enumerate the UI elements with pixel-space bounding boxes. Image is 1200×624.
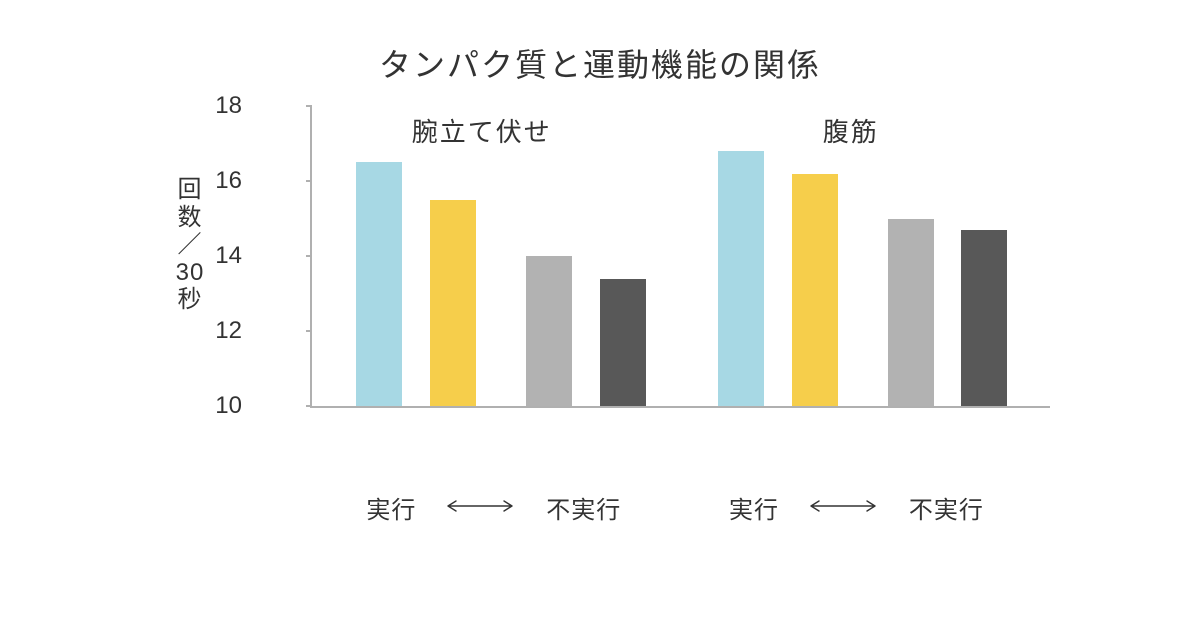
y-tick-mark	[306, 330, 312, 332]
x-axis-labels: 実行 不実行 実行 不実行	[310, 490, 1050, 530]
bar	[430, 200, 476, 406]
bars-layer	[312, 106, 1050, 406]
y-axis-label-char: 数	[175, 204, 205, 232]
x-axis-label-right: 不実行	[546, 490, 621, 525]
bar	[961, 230, 1007, 406]
y-tick-mark	[306, 105, 312, 107]
bar	[526, 256, 572, 406]
y-tick-mark	[306, 255, 312, 257]
y-tick-label: 18	[192, 92, 242, 120]
bar	[356, 162, 402, 406]
y-tick-label: 10	[192, 392, 242, 420]
chart-title: タンパク質と運動機能の関係	[150, 40, 1050, 86]
group-header: 腹筋	[823, 112, 879, 149]
y-tick-label: 14	[192, 242, 242, 270]
bar	[600, 279, 646, 407]
bar	[718, 151, 764, 406]
group-header: 腕立て伏せ	[412, 112, 552, 149]
x-axis-label-right: 不実行	[909, 490, 984, 525]
y-tick-mark	[306, 180, 312, 182]
y-tick-label: 12	[192, 317, 242, 345]
bar-chart: タンパク質と運動機能の関係 回数／30秒 1012141618 腕立て伏せ腹筋 …	[150, 40, 1050, 580]
x-axis-label-left: 実行	[729, 490, 779, 525]
y-tick-labels: 1012141618	[250, 106, 300, 406]
plot-wrap: 回数／30秒 1012141618 腕立て伏せ腹筋 実行不実行実行不実行	[260, 106, 1050, 476]
bar	[792, 174, 838, 407]
double-arrow-icon	[440, 496, 520, 516]
bar	[888, 219, 934, 407]
y-tick-mark	[306, 405, 312, 407]
plot-area: 腕立て伏せ 腹筋	[310, 106, 1050, 408]
double-arrow-icon	[803, 496, 883, 516]
y-tick-label: 16	[192, 167, 242, 195]
y-axis-label-char: 秒	[175, 286, 205, 314]
x-axis-label-left: 実行	[366, 490, 416, 525]
